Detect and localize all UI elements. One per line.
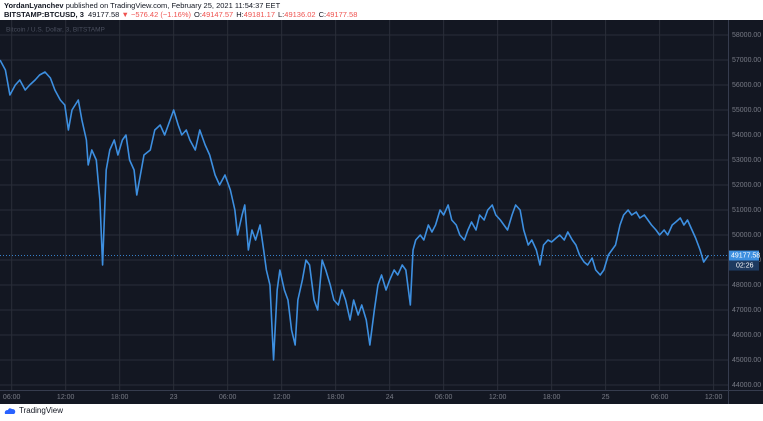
y-tick-label: 53000.00 (732, 157, 761, 164)
y-tick-label: 48000.00 (732, 282, 761, 289)
chart-title: Bitcoin / U.S. Dollar, 3, BITSTAMP (6, 27, 105, 34)
y-tick-label: 56000.00 (732, 82, 761, 89)
y-tick-label: 44000.00 (732, 382, 761, 389)
ohlc-value: 49147.57 (201, 10, 234, 19)
x-tick-label: 06:00 (219, 394, 237, 401)
y-tick-label: 58000.00 (732, 32, 761, 39)
chart-background (0, 20, 763, 404)
chart: Bitcoin / U.S. Dollar, 3, BITSTAMP 44000… (0, 20, 763, 404)
x-tick-label: 12:00 (705, 394, 723, 401)
price-tag (729, 250, 759, 261)
y-tick-label: 51000.00 (732, 207, 761, 214)
y-tick-label: 45000.00 (732, 357, 761, 364)
ohlc-value: 49136.02 (284, 10, 316, 19)
x-tick-label: 06:00 (651, 394, 669, 401)
change: ▼ −576.42 (−1.16%) (121, 10, 191, 19)
x-tick-label: 12:00 (57, 394, 75, 401)
y-tick-label: 46000.00 (732, 332, 761, 339)
ohlc-value: 49181.17 (243, 10, 276, 19)
logo (4, 407, 16, 414)
ohlc-label: O: (194, 10, 202, 19)
ohlc-label: C: (318, 10, 327, 19)
x-tick-label: 18:00 (327, 394, 345, 401)
price-line (0, 59, 709, 361)
brand: TradingView (19, 406, 64, 415)
countdown-tag (729, 260, 759, 271)
y-tick-label: 54000.00 (732, 132, 761, 139)
y-tick-label: 52000.00 (732, 182, 761, 189)
y-tick-label: 50000.00 (732, 232, 761, 239)
x-tick-label: 18:00 (543, 394, 561, 401)
x-tick-label: 06:00 (3, 394, 21, 401)
countdown: 02:26 (736, 262, 754, 269)
y-tick-label: 47000.00 (732, 307, 761, 314)
x-tick-label: 23 (170, 394, 178, 401)
x-tick-label: 12:00 (273, 394, 291, 401)
publish-line: YordanLyanchev published on TradingView.… (4, 1, 357, 10)
y-tick-label: 55000.00 (732, 107, 761, 114)
ohlc-label: H: (236, 10, 244, 19)
y-tick-label: 57000.00 (732, 57, 761, 64)
header: YordanLyanchev published on TradingView.… (4, 1, 357, 19)
x-tick-label: 12:00 (489, 394, 507, 401)
author: YordanLyanchev (4, 1, 64, 10)
footer: TradingView (4, 406, 63, 415)
x-tick-label: 06:00 (435, 394, 453, 401)
price-tag-label: 49177.58 (731, 252, 760, 259)
x-tick-label: 24 (386, 394, 394, 401)
last: 49177.58 (88, 10, 120, 19)
ohlc-label: L: (278, 10, 285, 19)
published: published on TradingView.com, February 2… (65, 1, 281, 10)
symbol: BITSTAMP:BTCUSD, 3 (4, 10, 84, 19)
x-tick-label: 18:00 (111, 394, 129, 401)
ohlc: O:49147.57 H:49181.17 L:49136.02 C:49177.58 (191, 10, 357, 19)
ohlc-value: 49177.58 (326, 10, 358, 19)
symbol-line: BITSTAMP:BTCUSD, 3 49177.58 ▼ −576.42 (−… (4, 10, 357, 19)
x-tick-label: 25 (602, 394, 610, 401)
